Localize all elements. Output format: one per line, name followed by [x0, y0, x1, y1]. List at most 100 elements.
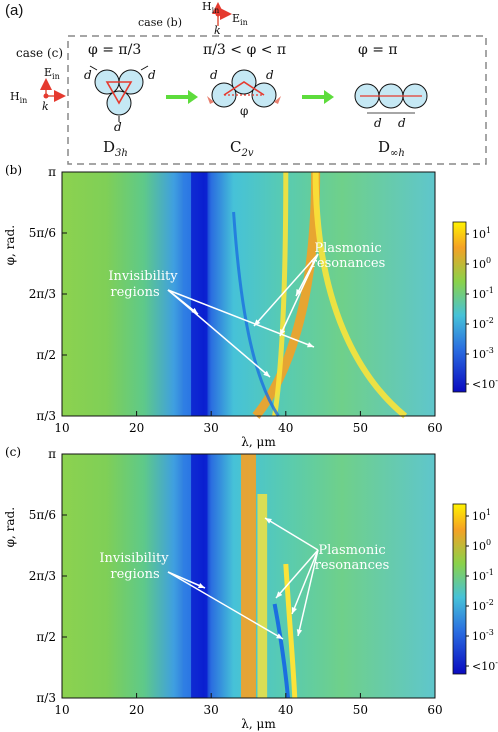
- field-k-label-b: k: [214, 24, 221, 37]
- resonance-3-c: [283, 563, 298, 699]
- d-label-1c: d: [114, 120, 122, 134]
- x-tick-label-b: 30: [204, 421, 219, 435]
- annotation-plasmonic-b: resonances: [311, 256, 386, 271]
- d-label-2b: d: [266, 68, 274, 82]
- colorbar-label-b: <10-4: [472, 376, 498, 391]
- arrow-plasm-1-c: [264, 517, 319, 551]
- colorbar-label-b: 100: [472, 256, 491, 271]
- colorbar-label-b: 10-2: [472, 316, 494, 331]
- colorbar-label-c: 10-2: [472, 598, 494, 613]
- x-tick-label-b: 40: [278, 421, 293, 435]
- arrow-plasm-2-b-head: [280, 329, 286, 336]
- x-axis-label-c: λ, μm: [241, 717, 276, 731]
- colorbar-b: [452, 221, 467, 393]
- x-tick-label-b: 50: [353, 421, 368, 435]
- annotation-invisibility-c: regions: [110, 567, 159, 582]
- heatmap-background-b: [62, 172, 435, 416]
- annotation-plasmonic-b: Plasmonic: [314, 241, 381, 256]
- cluster-d3h: [89, 65, 149, 122]
- y-tick-label-c: 2π/3: [29, 569, 56, 583]
- invisibility-halo-b: [182, 172, 192, 416]
- annotation-invisibility-c: Invisibility: [99, 551, 169, 566]
- field-e-label-b: Ein: [232, 12, 248, 28]
- dashed-frame: [67, 35, 487, 165]
- field-triad-case-b: [212, 2, 232, 26]
- y-tick-label-b: π: [48, 165, 56, 179]
- arrow-plasm-2-c-head: [276, 591, 283, 598]
- state-angle-3: φ = π: [358, 42, 398, 58]
- field-k-label-c: k: [42, 100, 49, 113]
- arrow-plasm-3-c-head: [296, 629, 303, 636]
- y-tick-label-b: 5π/6: [29, 226, 56, 240]
- y-axis-label-b: φ, rad.: [3, 225, 17, 265]
- d-label-3a: d: [374, 116, 382, 130]
- phi-label-2: φ: [240, 104, 249, 118]
- colorbar-c: [452, 503, 467, 675]
- resonance-2-c: [257, 494, 268, 698]
- arrow-invis-2-b: [167, 289, 271, 378]
- y-tick-label-c: π/2: [36, 630, 56, 644]
- field-h-label-c: Hin: [10, 90, 28, 106]
- symmetry-1: D3h: [103, 138, 128, 159]
- y-tick-label-c: π/3: [36, 691, 56, 705]
- x-tick-label-c: 40: [278, 703, 293, 717]
- field-triad-case-c: [40, 78, 66, 102]
- panel-a-letter: (a): [5, 2, 24, 19]
- y-tick-label-b: 2π/3: [29, 287, 56, 301]
- annotation-plasmonic-c: resonances: [315, 558, 390, 573]
- invisibility-band-c: [191, 454, 208, 698]
- y-tick-label-b: π/2: [36, 348, 56, 362]
- resonance-1-c: [241, 454, 256, 698]
- colorbar-label-b: 10-3: [472, 346, 494, 361]
- annotation-invisibility-b: regions: [110, 285, 159, 300]
- panel-letter-b: (b): [5, 163, 22, 177]
- colorbar-label-b: 101: [472, 226, 491, 241]
- arrow-invis-2-c-head: [276, 633, 283, 639]
- symmetry-2: C2v: [230, 138, 254, 159]
- arrow-plasm-2-c: [275, 549, 319, 599]
- annotation-invisibility-b: Invisibility: [108, 269, 178, 284]
- x-tick-label-b: 10: [54, 421, 69, 435]
- d-label-2a: d: [210, 68, 218, 82]
- arrow-plasm-3-b: [295, 253, 319, 297]
- case-b-label: case (b): [138, 16, 182, 29]
- panel-a-schematic: [40, 2, 487, 165]
- invisibility-band-b: [191, 172, 208, 416]
- dip-curve-c: [272, 603, 291, 699]
- cluster-dinf: [354, 83, 428, 114]
- x-tick-label-c: 60: [427, 703, 442, 717]
- arrow-invis-1-c-head: [198, 582, 205, 588]
- arrow-plasm-1-c-head: [265, 518, 272, 524]
- arrow-invis-3-b-head: [307, 342, 314, 348]
- x-tick-label-b: 20: [129, 421, 144, 435]
- arrow-invis-2-b-head: [263, 370, 270, 377]
- y-tick-label-b: π/3: [36, 409, 56, 423]
- arrow-plasm-3-c: [297, 549, 319, 637]
- colorbar-label-c: 10-3: [472, 628, 494, 643]
- cluster-c2v: [207, 69, 281, 108]
- colorbar-label-c: 100: [472, 538, 491, 553]
- invisibility-halo-c: [182, 454, 192, 698]
- case-c-label: case (c): [16, 46, 64, 60]
- x-axis-label-b: λ, μm: [241, 435, 276, 449]
- d-label-3b: d: [398, 116, 406, 130]
- colorbar-label-c: 101: [472, 508, 491, 523]
- dip-curve-b: [232, 211, 280, 417]
- panel-letter-c: (c): [5, 445, 21, 459]
- x-tick-label-c: 20: [129, 703, 144, 717]
- arrow-plasm-4-c: [291, 549, 319, 615]
- state-angle-2: π/3 < φ < π: [203, 42, 287, 58]
- annotation-plasmonic-c: Plasmonic: [318, 543, 385, 558]
- state-angle-1: φ = π/3: [88, 42, 142, 58]
- x-tick-label-c: 30: [204, 703, 219, 717]
- resonance-3-b: [312, 171, 408, 419]
- resonance-1-b: [252, 171, 321, 419]
- field-e-label-c: Ein: [44, 66, 60, 82]
- x-tick-label-b: 60: [427, 421, 442, 435]
- arrow-invis-1-b-head: [191, 307, 198, 314]
- arrow-plasm-3-b-head: [296, 289, 302, 296]
- d-label-1b: d: [148, 68, 156, 82]
- y-axis-label-c: φ, rad.: [3, 507, 17, 547]
- symmetry-3: D∞h: [378, 138, 405, 159]
